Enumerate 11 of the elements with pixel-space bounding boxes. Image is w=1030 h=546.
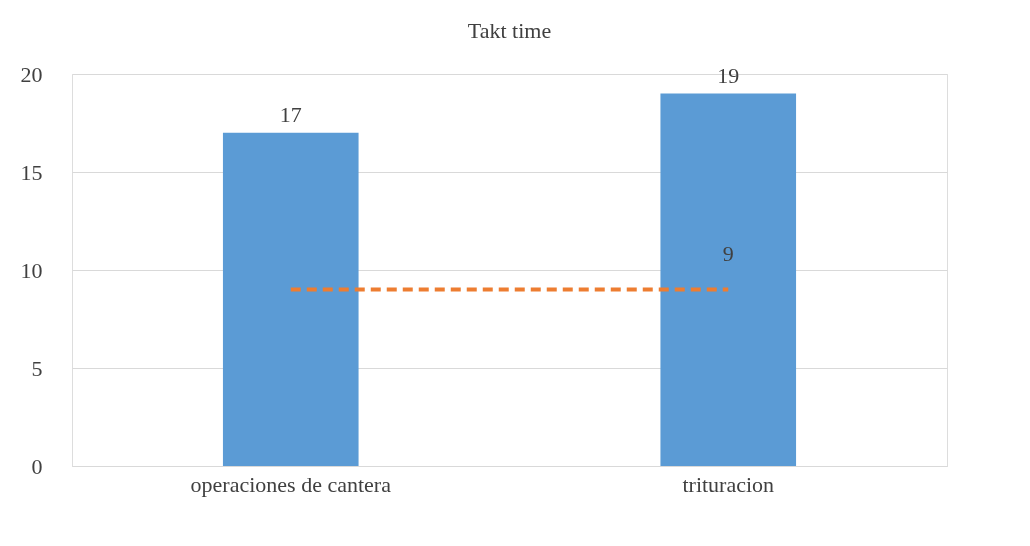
x-tick-label: operaciones de cantera [190, 471, 392, 497]
x-tick-label: trituracion [682, 471, 775, 497]
data-label: 19 [717, 62, 740, 88]
chart-title: Takt time [467, 18, 552, 43]
data-label: 17 [279, 101, 302, 127]
y-tick-label: 20 [20, 61, 43, 87]
data-label: 9 [722, 240, 734, 266]
y-tick-label: 0 [31, 453, 43, 479]
y-tick-label: 5 [31, 355, 43, 381]
y-tick-label: 10 [20, 257, 43, 283]
y-tick-label: 15 [20, 159, 43, 185]
